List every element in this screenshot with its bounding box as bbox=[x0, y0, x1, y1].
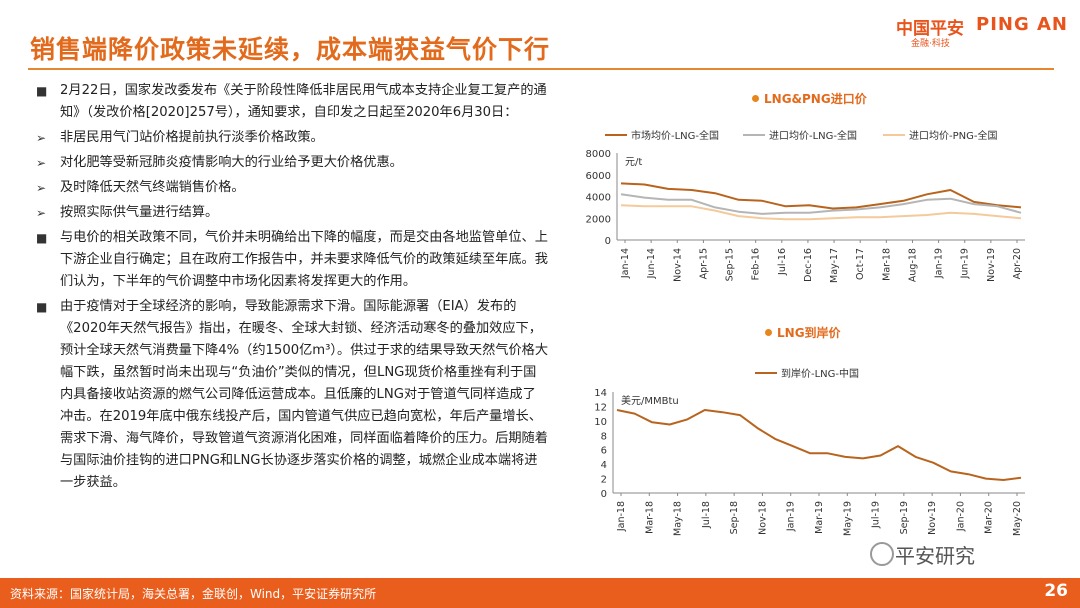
y-axis-unit: 元/t bbox=[625, 157, 642, 168]
x-tick-label: Aug-18 bbox=[907, 248, 918, 282]
bullet-item: ➢ 对化肥等受新冠肺炎疫情影响大的行业给予更大价格优惠。 bbox=[36, 152, 548, 174]
x-tick-label: Jan-14 bbox=[620, 248, 631, 279]
x-tick-label: Sep-19 bbox=[899, 501, 910, 534]
source-note: 资料来源：国家统计局，海关总署，金联创，Wind，平安证券研究所 bbox=[10, 587, 377, 601]
arrow-bullet-icon: ➢ bbox=[36, 131, 47, 145]
bullet-item: ■ 由于疫情对于全球经济的影响，导致能源需求下滑。国际能源署（EIA）发布的《20… bbox=[36, 296, 548, 494]
logo-sub: 金融·科技 bbox=[911, 39, 950, 49]
logo-cn: 中国平安 bbox=[896, 19, 964, 39]
x-tick-label: Nov-14 bbox=[672, 248, 683, 282]
wechat-icon bbox=[870, 542, 894, 566]
x-tick-label: Mar-18 bbox=[881, 248, 892, 281]
x-tick-label: May-19 bbox=[842, 501, 853, 536]
bullet-dot-icon bbox=[752, 95, 759, 102]
y-tick-label: 8000 bbox=[586, 149, 611, 160]
y-tick-label: 4000 bbox=[586, 193, 611, 204]
x-tick-label: May-17 bbox=[829, 248, 840, 283]
legend-label: 市场均价-LNG-全国 bbox=[631, 129, 719, 142]
bullet-text: 对化肥等受新冠肺炎疫情影响大的行业给予更大价格优惠。 bbox=[60, 155, 403, 170]
y-tick-label: 10 bbox=[594, 417, 607, 428]
x-tick-label: Sep-18 bbox=[729, 501, 740, 534]
bullet-item: ■ 2月22日，国家发改委发布《关于阶段性降低非居民用气成本支持企业复工复产的通知… bbox=[36, 80, 548, 124]
series-line bbox=[620, 182, 1022, 210]
y-tick-label: 12 bbox=[594, 402, 607, 413]
x-tick-label: Nov-18 bbox=[757, 501, 768, 535]
y-tick-label: 0 bbox=[601, 489, 607, 500]
legend-label: 进口均价-LNG-全国 bbox=[769, 129, 857, 142]
x-tick-label: Sep-15 bbox=[725, 248, 736, 281]
series-line bbox=[620, 204, 1022, 221]
x-tick-label: Jan-19 bbox=[786, 501, 797, 532]
x-tick-label: Nov-19 bbox=[927, 501, 938, 535]
chart-lng-png-import-price: 市场均价-LNG-全国 进口均价-LNG-全国 进口均价-PNG-全国元/t 0 200… bbox=[586, 129, 1025, 283]
bullet-text: 2月22日，国家发改委发布《关于阶段性降低非居民用气成本支持企业复工复产的通知》… bbox=[60, 83, 547, 120]
ping-an-logo: 中国平安 PING AN 金融·科技 bbox=[896, 14, 1068, 54]
series-line bbox=[620, 193, 1022, 215]
series-line bbox=[616, 409, 1022, 481]
bullet-item: ➢ 按照实际供气量进行结算。 bbox=[36, 202, 548, 224]
body-text: ■ 2月22日，国家发改委发布《关于阶段性降低非居民用气成本支持企业复工复产的通知… bbox=[36, 80, 548, 497]
x-tick-label: Feb-16 bbox=[751, 248, 762, 280]
page-title: 销售端降价政策未延续，成本端获益气价下行 bbox=[30, 35, 551, 64]
bullet-text: 非居民用气门站价格提前执行淡季价格政策。 bbox=[60, 130, 324, 145]
title-divider bbox=[28, 68, 1054, 70]
y-tick-label: 4 bbox=[601, 460, 607, 471]
x-tick-label: Jun-14 bbox=[646, 248, 657, 279]
bullet-item: ■ 与电价的相关政策不同，气价并未明确给出下降的幅度，而是交由各地监管单位、上下游… bbox=[36, 227, 548, 293]
square-bullet-icon: ■ bbox=[36, 300, 48, 314]
y-tick-label: 14 bbox=[594, 388, 607, 399]
chart1-title: LNG&PNG进口价 bbox=[752, 90, 867, 107]
x-tick-label: May-20 bbox=[1012, 501, 1023, 536]
bullet-item: ➢ 及时降低天然气终端销售价格。 bbox=[36, 177, 548, 199]
y-tick-label: 6 bbox=[601, 446, 607, 457]
x-tick-label: Mar-20 bbox=[984, 501, 995, 534]
legend-label: 到岸价-LNG-中国 bbox=[781, 367, 859, 380]
logo-en: PING AN bbox=[976, 14, 1068, 35]
page-number: 26 bbox=[1044, 581, 1068, 601]
y-tick-label: 6000 bbox=[586, 171, 611, 182]
footer-bar: 资料来源：国家统计局，海关总署，金联创，Wind，平安证券研究所 26 bbox=[0, 578, 1080, 608]
x-tick-label: Mar-19 bbox=[814, 501, 825, 534]
arrow-bullet-icon: ➢ bbox=[36, 156, 47, 170]
x-tick-label: Dec-16 bbox=[803, 248, 814, 282]
x-tick-label: May-18 bbox=[673, 501, 684, 536]
x-tick-label: Jul-19 bbox=[871, 501, 882, 529]
legend-label: 进口均价-PNG-全国 bbox=[909, 129, 997, 142]
x-tick-label: Jan-19 bbox=[934, 248, 945, 279]
bullet-text: 由于疫情对于全球经济的影响，导致能源需求下滑。国际能源署（EIA）发布的《202… bbox=[60, 299, 549, 490]
x-tick-label: Jun-19 bbox=[960, 248, 971, 279]
x-tick-label: Jul-18 bbox=[701, 501, 712, 529]
x-tick-label: Jan-20 bbox=[955, 501, 966, 532]
x-tick-label: Jul-16 bbox=[777, 248, 788, 276]
y-tick-label: 0 bbox=[605, 236, 611, 247]
x-tick-label: Apr-15 bbox=[698, 248, 709, 279]
arrow-bullet-icon: ➢ bbox=[36, 206, 47, 220]
y-tick-label: 2 bbox=[601, 475, 607, 486]
bullet-text: 及时降低天然气终端销售价格。 bbox=[60, 180, 245, 195]
square-bullet-icon: ■ bbox=[36, 84, 48, 98]
bullet-item: ➢ 非居民用气门站价格提前执行淡季价格政策。 bbox=[36, 127, 548, 149]
bullet-text: 与电价的相关政策不同，气价并未明确给出下降的幅度，而是交由各地监管单位、上下游企… bbox=[60, 230, 548, 289]
square-bullet-icon: ■ bbox=[36, 231, 48, 245]
bullet-dot-icon bbox=[765, 329, 772, 336]
x-tick-label: Nov-19 bbox=[986, 248, 997, 282]
x-tick-label: Oct-17 bbox=[855, 248, 866, 280]
y-tick-label: 2000 bbox=[586, 214, 611, 225]
y-axis-unit: 美元/MMBtu bbox=[621, 394, 679, 407]
watermark: 平安研究 bbox=[895, 544, 975, 568]
chart2-title: LNG到岸价 bbox=[765, 324, 841, 341]
arrow-bullet-icon: ➢ bbox=[36, 181, 47, 195]
x-tick-label: Jan-18 bbox=[616, 501, 627, 532]
bullet-text: 按照实际供气量进行结算。 bbox=[60, 205, 219, 220]
y-tick-label: 8 bbox=[601, 431, 607, 442]
x-tick-label: Apr-20 bbox=[1012, 248, 1023, 279]
x-tick-label: Mar-18 bbox=[644, 501, 655, 534]
